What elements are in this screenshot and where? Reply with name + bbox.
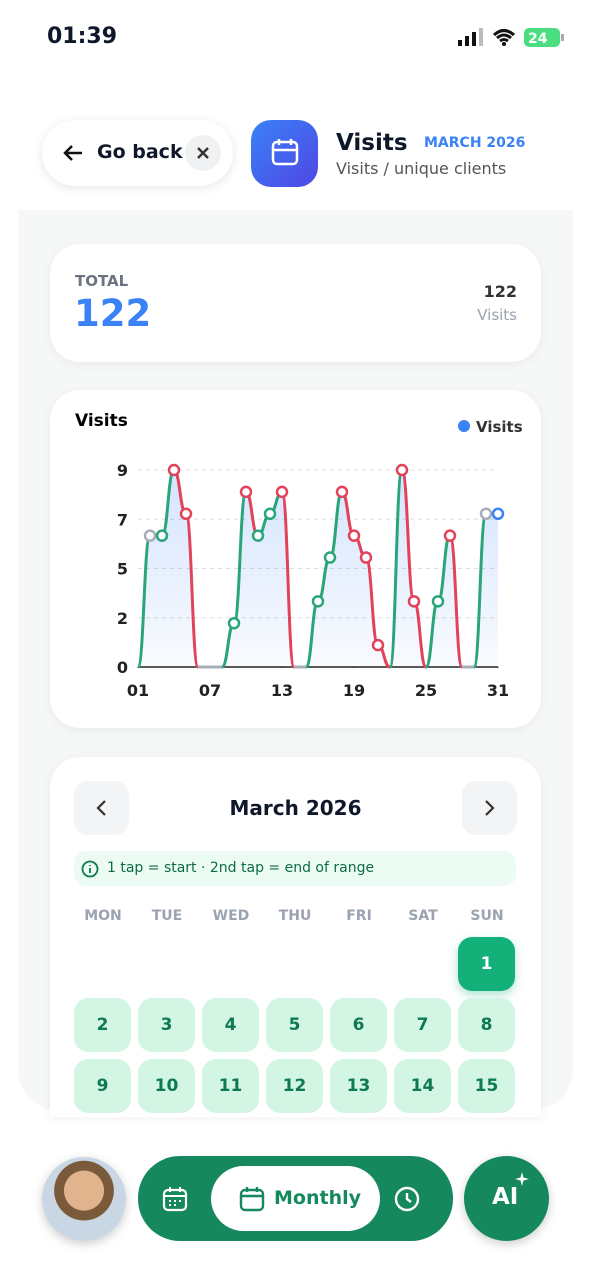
calendar-card: March 2026 1 tap = start · 2nd tap = end… [50,757,541,1117]
data-point [359,551,373,564]
legend-swatch [458,420,470,432]
calendar-day[interactable]: 5 [266,998,323,1052]
ai-label: AI [492,1184,519,1210]
avatar[interactable] [42,1157,126,1241]
data-point [263,507,277,521]
calendar-day[interactable]: 8 [458,998,515,1052]
legend-label: Visits [476,418,523,436]
calendar-day[interactable]: 2 [74,998,131,1052]
weekday: FRI [346,908,372,924]
calendar-tab[interactable] [162,1186,188,1212]
next-month[interactable] [462,781,517,835]
data-point [443,529,457,542]
data-point [251,529,265,542]
y-tick-label: 7 [117,510,128,529]
data-point [323,551,337,564]
data-point [479,507,493,521]
calendar-day[interactable]: 15 [458,1059,515,1113]
period-label: MARCH 2026 [424,135,526,151]
data-point [179,507,193,521]
status-icons: 24 [458,28,564,47]
calendar-title: March 2026 [229,796,362,820]
calendar-day[interactable]: 4 [202,998,259,1052]
data-point [347,529,361,542]
data-point [335,485,349,499]
data-point [167,463,181,477]
x-tick-label: 13 [271,681,293,700]
x-tick-label: 25 [415,681,437,700]
data-point [407,595,421,608]
header-icon [251,120,318,187]
total-value: 122 [74,292,152,335]
data-point [155,529,169,542]
x-tick-label: 07 [199,681,221,700]
weekday: SAT [408,908,438,924]
calendar-day[interactable]: 14 [394,1059,451,1113]
calendar-day[interactable]: 12 [266,1059,323,1113]
prev-month[interactable] [74,781,129,835]
data-point [275,485,289,499]
weekday: SUN [470,908,504,924]
data-point [371,638,385,652]
y-tick-label: 9 [117,461,128,480]
calendar-day[interactable]: 11 [202,1059,259,1113]
total-card: TOTAL 122 122 Visits [50,244,541,362]
x-tick-label: 31 [487,681,509,700]
battery-level: 24 [528,31,548,47]
calendar-day[interactable]: 7 [394,998,451,1052]
y-tick-label: 0 [117,658,128,677]
back-button[interactable]: Go back [42,120,233,186]
y-tick-label: 2 [117,609,128,628]
calendar-day[interactable]: 9 [74,1059,131,1113]
bottom-nav: Monthly [138,1156,453,1241]
y-tick-label: 5 [117,560,128,579]
data-point [143,529,157,542]
calendar-day[interactable]: 10 [138,1059,195,1113]
data-point [431,595,445,608]
line-segment [280,490,296,669]
tab-label: Monthly [274,1187,361,1209]
history-tab[interactable] [393,1185,421,1213]
close-button[interactable] [185,135,221,171]
hint-text: 1 tap = start · 2nd tap = end of range [107,860,375,876]
data-point [227,616,241,630]
ai-button[interactable]: AI [464,1156,549,1241]
data-point [491,507,505,521]
weekday: MON [84,908,122,924]
line-segment [184,512,200,669]
total-label: TOTAL [75,272,129,290]
page-subtitle: Visits / unique clients [336,159,507,178]
back-label: Go back [97,141,183,163]
calendar-day[interactable]: 1 [458,937,515,991]
side-value: 122 [483,282,517,301]
area [138,470,498,667]
weekday: WED [212,908,250,924]
data-point [311,595,325,608]
page-title: Visits [336,130,408,156]
data-point [239,485,253,499]
close-icon [197,147,209,159]
chart-title: Visits [75,411,128,431]
calendar-day[interactable]: 6 [330,998,387,1052]
chart-card: Visits Visits 0 2 5 7 9 01 07 13 19 25 31 [50,390,541,728]
calendar-day[interactable]: 13 [330,1059,387,1113]
x-tick-label: 19 [343,681,365,700]
back-icon [63,145,82,161]
x-tick-label: 01 [127,681,149,700]
data-point [395,463,409,477]
weekday: THU [278,908,312,924]
line-segment [388,468,404,669]
monthly-tab[interactable]: Monthly [211,1166,380,1231]
status-time: 01:39 [47,24,118,49]
line-segment [472,512,488,669]
weekday: TUE [151,908,183,924]
hint-box: 1 tap = start · 2nd tap = end of range [74,851,516,886]
calendar-day[interactable]: 3 [138,998,195,1052]
side-label: Visits [477,306,517,324]
